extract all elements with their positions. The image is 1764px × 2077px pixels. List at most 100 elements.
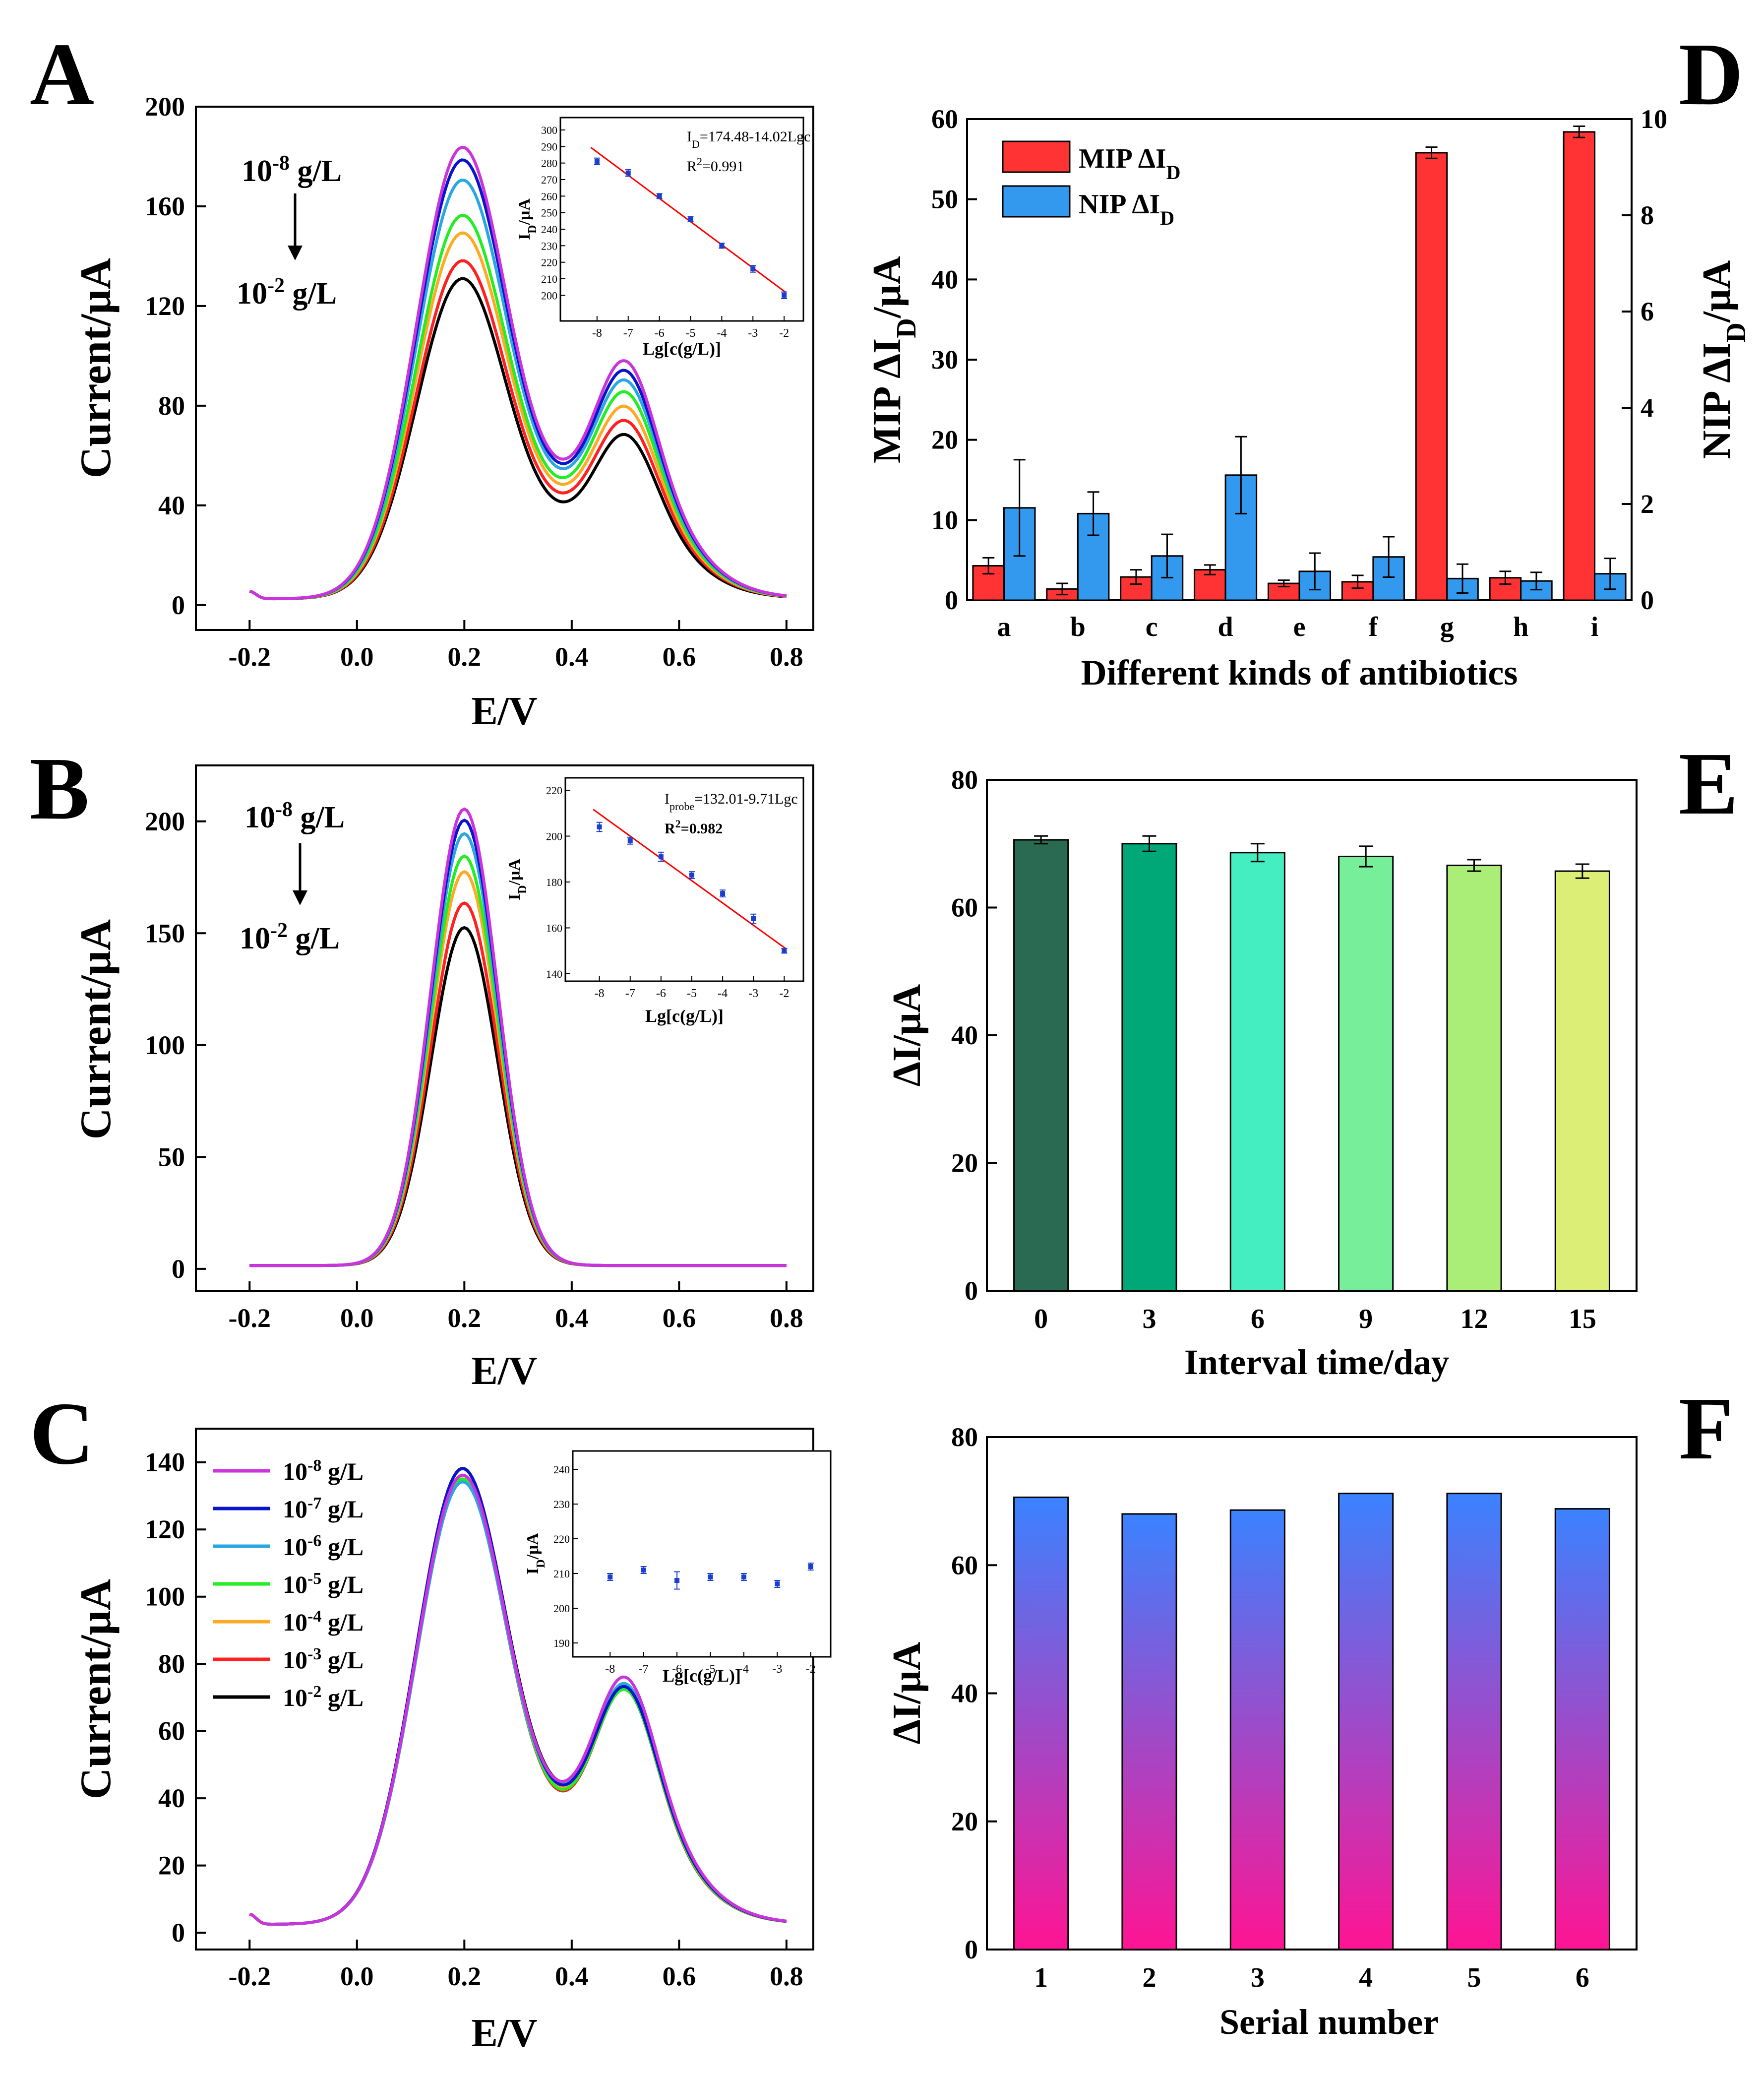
y-tick-label: 140 — [145, 1448, 185, 1477]
x-axis-label: Serial number — [1219, 2002, 1439, 2042]
inset-y-tick-label: 240 — [541, 223, 557, 236]
y-tick-label: 20 — [158, 1851, 185, 1881]
inset-data-point — [741, 1574, 746, 1579]
inset-y-tick-label: 200 — [546, 830, 562, 843]
panel-letter-b: B — [30, 739, 89, 838]
inset-x-tick-label: -7 — [639, 1663, 649, 1676]
panel-b-generated: -0.2 0.0 0.2 0.4 0.6 0.8 0 50 100 150 200 — [145, 807, 803, 1333]
panel-letter-f: F — [1679, 1379, 1733, 1478]
y-axis-label: Current/μA — [72, 919, 120, 1139]
inset-y-tick-label: 180 — [546, 876, 562, 888]
inset-y-tick-label: 300 — [541, 124, 557, 136]
y-tick-label: 0 — [172, 590, 185, 620]
y2-axis-label: NIP ΔID/μA — [1695, 260, 1752, 459]
legend: MIP ΔID NIP ΔID — [1002, 140, 1181, 229]
x-tick-label: 0.4 — [555, 1303, 589, 1333]
legend-label: 10-6 g/L — [283, 1532, 364, 1561]
y-tick-label: 100 — [145, 1582, 185, 1612]
x-tick-label: -0.2 — [229, 642, 271, 672]
inset-y-tick-label: 260 — [541, 190, 557, 202]
plot-frame — [986, 779, 1638, 1292]
bar — [1338, 856, 1394, 1292]
y2-tick-label: 10 — [1641, 104, 1667, 134]
legend: 10-8 g/L 10-7 g/L 10-6 g/L 10-5 g/L 10-4 g/L… — [213, 1456, 364, 1712]
y-axis-label: ΔI/μA — [885, 984, 929, 1086]
inset-frame — [564, 777, 804, 982]
x-tick-label: b — [1070, 612, 1086, 642]
inset-y-tick-label: 220 — [553, 1533, 570, 1545]
inset-x-tick-label: -8 — [592, 327, 602, 340]
panel-f-generated: 0 20 40 60 80 1 2 3 4 5 6 — [951, 1422, 1610, 1993]
inset-y-tick-label: 280 — [541, 157, 557, 170]
bar — [1121, 1513, 1177, 1951]
x-tick-label: 0.8 — [770, 1303, 803, 1333]
inset-data-point — [625, 170, 631, 176]
inset-x-tick-label: -6 — [655, 327, 665, 340]
x-tick-label: 0.8 — [770, 642, 803, 672]
annotation-bottom: 10-2 g/L — [240, 919, 340, 955]
legend-label: 10-2 g/L — [283, 1683, 364, 1712]
bar — [1229, 852, 1285, 1292]
annotation-arrowhead — [288, 246, 303, 260]
inset-data-point — [658, 854, 664, 860]
x-tick-label: -0.2 — [229, 1961, 271, 1991]
inset-y-tick-label: 190 — [553, 1637, 570, 1649]
panel-d-generated: 0 10 20 30 40 50 60 0 2 4 6 8 10 a b c d e f g h i — [931, 104, 1667, 642]
legend-label: 10-5 g/L — [283, 1570, 364, 1599]
y-tick-label: 40 — [951, 1679, 978, 1708]
legend-swatch-mip — [1002, 140, 1071, 173]
y2-tick-label: 2 — [1641, 489, 1654, 519]
x-tick-label: 0.2 — [448, 642, 482, 672]
panel-letter-c: C — [30, 1384, 94, 1483]
y-tick-label: 60 — [158, 1716, 185, 1746]
inset-generated: -8 -7 -6 -5 -4 -3 -2 140 160 180 200 220 — [546, 784, 789, 1000]
y-tick-label: 40 — [951, 1020, 978, 1050]
legend-label: 10-4 g/L — [283, 1607, 364, 1636]
x-tick-label: g — [1440, 612, 1454, 642]
inset-data-point — [608, 1574, 613, 1579]
x-tick-label: h — [1513, 612, 1528, 642]
bar — [1013, 839, 1069, 1292]
y-tick-label: 80 — [158, 1649, 185, 1679]
inset-data-point — [688, 217, 693, 222]
inset-data-point — [719, 243, 725, 249]
y-tick-label: 50 — [158, 1142, 185, 1172]
inset-x-label: Lg[c(g/L)] — [645, 1006, 724, 1026]
x-tick-label: 0.4 — [555, 1961, 589, 1991]
inset-x-tick-label: -5 — [687, 987, 697, 1000]
inset-y-tick-label: 220 — [546, 784, 562, 797]
inset-y-tick-label: 250 — [541, 207, 557, 219]
x-tick-label: i — [1591, 612, 1599, 642]
x-tick-label: 2 — [1143, 1962, 1156, 1993]
bar — [1446, 1493, 1502, 1951]
x-tick-label: 15 — [1569, 1304, 1596, 1334]
panel-e-generated: 0 20 40 60 80 0 3 6 9 12 15 — [951, 765, 1610, 1334]
inset-y-tick-label: 210 — [553, 1568, 570, 1580]
x-tick-label: 3 — [1143, 1304, 1156, 1334]
y-tick-label: 80 — [951, 765, 978, 795]
bar — [1338, 1493, 1394, 1951]
curve-10-2-g-L — [249, 277, 787, 601]
inset-y-tick-label: 220 — [541, 256, 557, 269]
inset-y-tick-label: 230 — [541, 240, 557, 252]
x-tick-label: f — [1369, 612, 1379, 642]
plot-frame — [195, 764, 814, 1292]
y-tick-label: 30 — [931, 345, 958, 375]
bar — [1554, 1508, 1610, 1951]
legend-label: 10-8 g/L — [283, 1456, 364, 1486]
x-tick-label: 0.2 — [448, 1961, 482, 1991]
panel-b-chart: -0.2 0.0 0.2 0.4 0.6 0.8 0 50 100 150 200 10-8 g/L… — [72, 764, 814, 1393]
inset-y-tick-label: 230 — [553, 1498, 570, 1511]
y-tick-label: 160 — [145, 191, 185, 221]
inset-x-tick-label: -8 — [605, 1663, 615, 1676]
x-tick-label: 6 — [1576, 1962, 1589, 1993]
panel-c-chart: -0.2 0.0 0.2 0.4 0.6 0.8 0 20 40 60 80 100 120 140 10… — [72, 1428, 832, 2055]
y-tick-label: 60 — [931, 104, 958, 134]
inset-x-tick-label: -2 — [806, 1663, 816, 1676]
y-axis-label: ΔI/μA — [885, 1641, 929, 1744]
legend-swatch-nip — [1002, 185, 1071, 218]
inset: -8 -7 -6 -5 -4 -3 -2 190 200 210 220 230 240 ID/μA L… — [524, 1450, 832, 1686]
inset-x-tick-label: -4 — [739, 1663, 749, 1676]
inset-x-tick-label: -6 — [672, 1663, 682, 1676]
